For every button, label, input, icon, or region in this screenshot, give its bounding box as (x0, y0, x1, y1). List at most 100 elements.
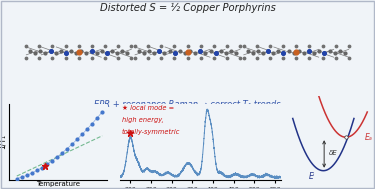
Point (260, 52, 266, 55)
Text: Eⁱ: Eⁱ (309, 172, 315, 181)
Point (291, 52, 297, 55)
Point (104, 52, 110, 55)
Point (237, 44, 243, 47)
Point (244, 49, 250, 52)
Point (76, 57, 82, 60)
Point (218, 49, 224, 52)
Point (270, 52, 276, 55)
Point (333, 44, 339, 47)
Point (296, 49, 302, 52)
Point (293, 51, 299, 54)
Point (254, 57, 260, 60)
Point (233, 52, 239, 55)
Point (320, 44, 326, 47)
Point (132, 57, 138, 60)
Text: totally-symmetric: totally-symmetric (122, 129, 180, 135)
Point (346, 57, 352, 60)
Point (115, 57, 121, 60)
Point (115, 44, 121, 47)
Point (63, 44, 69, 47)
Point (36, 44, 42, 47)
Text: Distorted S = ½ Copper Porphyrins: Distorted S = ½ Copper Porphyrins (100, 3, 275, 13)
Point (37, 49, 43, 52)
Point (202, 52, 208, 55)
Point (306, 44, 312, 47)
Point (211, 57, 217, 60)
Point (172, 52, 178, 55)
Point (182, 52, 188, 55)
Point (327, 49, 333, 52)
Point (321, 52, 327, 55)
Point (23, 44, 29, 47)
Point (151, 52, 157, 55)
Text: high energy,: high energy, (122, 117, 164, 123)
Point (63, 52, 69, 55)
Point (156, 49, 162, 52)
Point (237, 57, 243, 60)
Point (171, 44, 177, 47)
Point (187, 49, 193, 52)
Point (280, 44, 286, 47)
Point (265, 49, 271, 52)
Point (73, 52, 79, 55)
Point (223, 52, 229, 55)
Point (132, 44, 138, 47)
Point (89, 57, 95, 60)
Point (119, 49, 125, 52)
Point (293, 57, 299, 60)
Point (184, 51, 190, 54)
Point (42, 52, 48, 55)
Point (78, 49, 84, 52)
Point (208, 49, 214, 52)
Point (280, 57, 286, 60)
Point (36, 57, 42, 60)
Point (342, 52, 348, 55)
Point (311, 52, 317, 55)
Point (192, 52, 198, 55)
Point (141, 52, 147, 55)
Point (102, 44, 108, 47)
Point (50, 57, 55, 60)
Point (224, 44, 230, 47)
Point (320, 57, 326, 60)
X-axis label: Temperature: Temperature (36, 181, 80, 187)
Point (255, 49, 261, 52)
Point (343, 136, 349, 139)
Point (265, 49, 271, 52)
Point (88, 49, 94, 52)
Point (68, 49, 74, 52)
Point (306, 49, 312, 52)
Point (48, 49, 54, 52)
Point (158, 57, 164, 60)
Point (94, 52, 100, 55)
Point (211, 44, 217, 47)
Point (63, 52, 69, 55)
Point (346, 44, 352, 47)
Point (172, 52, 178, 55)
Text: δE: δE (328, 150, 337, 156)
Point (306, 49, 312, 52)
Point (275, 49, 281, 52)
Point (316, 49, 322, 52)
Point (50, 44, 55, 47)
Point (58, 49, 64, 52)
Point (114, 52, 120, 55)
Point (166, 49, 172, 52)
Point (63, 57, 69, 60)
Point (213, 52, 219, 55)
Point (228, 49, 234, 52)
Point (198, 44, 204, 47)
Point (177, 49, 183, 52)
Point (241, 44, 247, 47)
Point (267, 57, 273, 60)
Point (109, 49, 115, 52)
Point (197, 49, 203, 52)
Point (102, 57, 108, 60)
Point (128, 44, 134, 47)
Point (293, 44, 299, 47)
Point (145, 44, 151, 47)
Point (76, 44, 82, 47)
Point (84, 52, 90, 55)
Text: EPR + resonance Raman → correct T₁ trends: EPR + resonance Raman → correct T₁ trend… (94, 100, 281, 109)
Point (197, 49, 203, 52)
